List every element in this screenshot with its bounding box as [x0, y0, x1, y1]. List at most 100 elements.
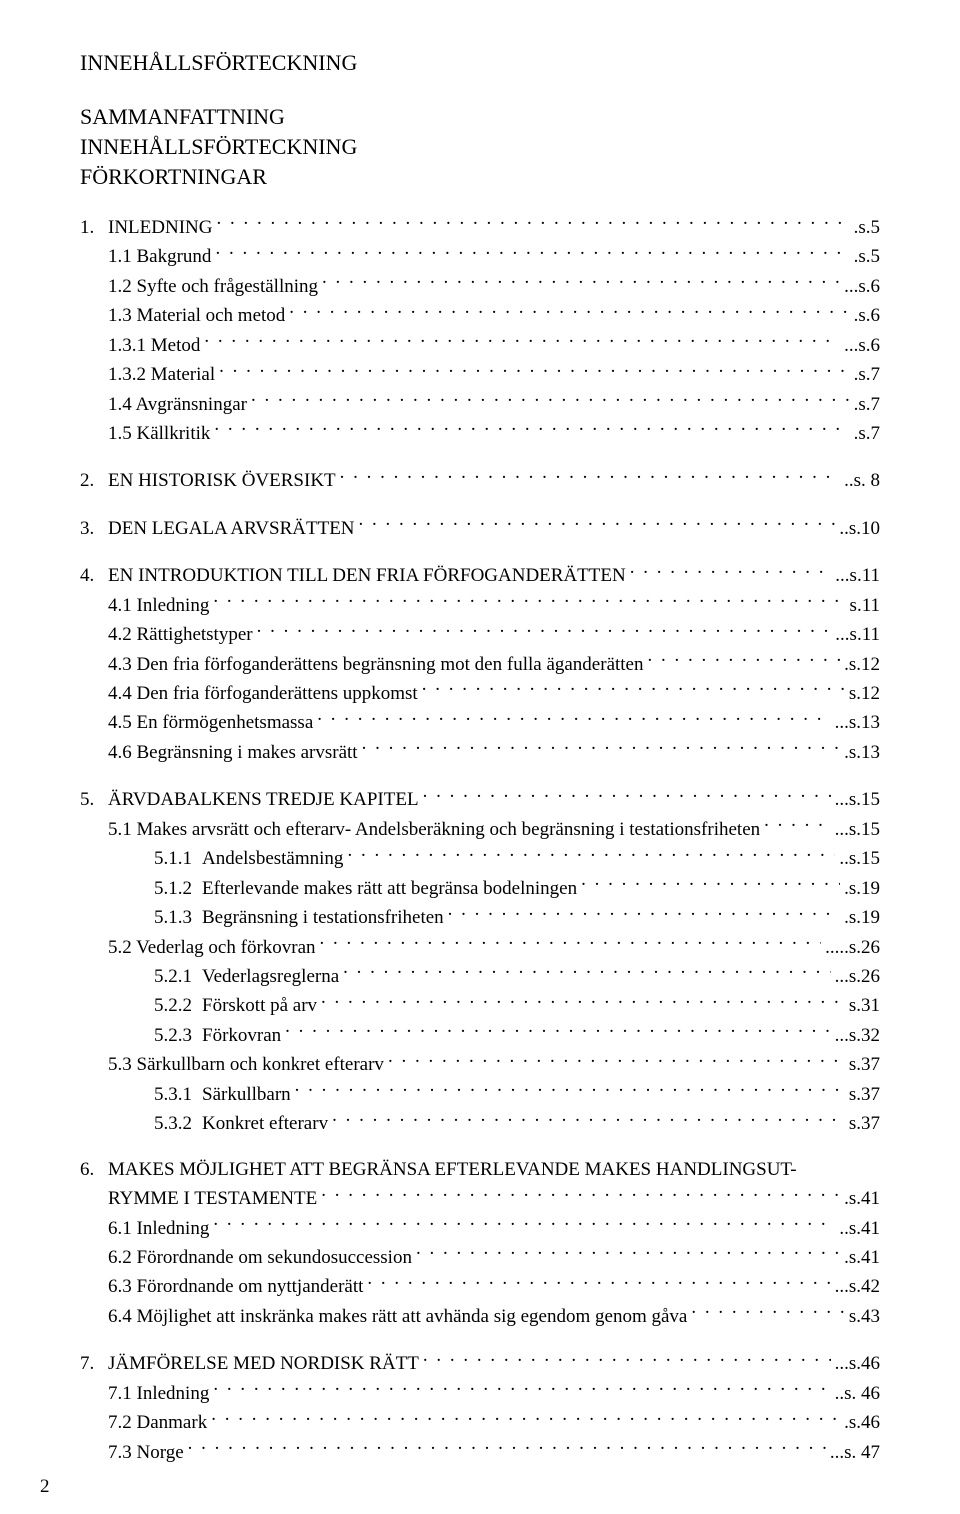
toc-entry-label: 1.2 Syfte och frågeställning: [108, 273, 318, 301]
toc-dot-leader: [648, 649, 841, 670]
toc-entry: 1.2 Syfte och frågeställning...s.6: [80, 271, 880, 300]
toc-dot-leader: [216, 212, 849, 233]
toc-entry-text: 1.1 Bakgrund: [108, 246, 211, 267]
document-page: INNEHÅLLSFÖRTECKNING SAMMANFATTNING INNE…: [0, 0, 960, 1514]
toc-dot-leader: [416, 1242, 840, 1263]
toc-entry-page: ...s.6: [844, 332, 880, 360]
toc-entry: 4.1 Inlednings.11: [80, 590, 880, 619]
toc-dot-leader: [285, 1020, 830, 1041]
toc-entry-page: .s.12: [844, 651, 880, 679]
prelim-item: FÖRKORTNINGAR: [80, 164, 880, 190]
toc-entry-text: JÄMFÖRELSE MED NORDISK RÄTT: [108, 1353, 419, 1374]
toc-entry-text: Konkret efterarv: [202, 1113, 328, 1134]
toc-entry-text: EN INTRODUKTION TILL DEN FRIA FÖRFOGANDE…: [108, 565, 626, 586]
toc-entry-page: .s.13: [844, 739, 880, 767]
toc-entry-text: 5.1 Makes arvsrätt och efterarv- Andelsb…: [108, 819, 760, 840]
toc-entry: 7.2 Danmark.s.46: [80, 1407, 880, 1436]
toc-entry-label: 3.DEN LEGALA ARVSRÄTTEN: [80, 515, 355, 543]
toc-entry: 5.1.3Begränsning i testationsfriheten.s.…: [80, 902, 880, 931]
toc-entry-text: 6.4 Möjlighet att inskränka makes rätt a…: [108, 1306, 687, 1327]
toc-entry-label: 1.3.1 Metod: [108, 332, 200, 360]
toc-entry-label: 1.3 Material och metod: [108, 302, 285, 330]
toc-dot-leader: [320, 932, 822, 953]
toc-entry-label: 5.2.2Förskott på arv: [154, 992, 317, 1020]
toc-entry: 5.1.2Efterlevande makes rätt att begräns…: [80, 873, 880, 902]
toc-entry-label: 4.4 Den fria förfoganderättens uppkomst: [108, 680, 418, 708]
toc-entry-page: ...s.46: [835, 1350, 880, 1378]
toc-entry: 1.4 Avgränsningar.s.7: [80, 389, 880, 418]
toc-entry-label: 5.1.1Andelsbestämning: [154, 845, 343, 873]
toc-entry-page: ..s.41: [839, 1215, 880, 1243]
toc-entry-page: .s.41: [844, 1185, 880, 1213]
toc-entry: 1.3.2 Material .s.7: [80, 359, 880, 388]
toc-dot-leader: [211, 1407, 840, 1428]
toc-entry-text: Begränsning i testationsfriheten: [202, 907, 444, 928]
toc-entry-text: 7.3 Norge: [108, 1442, 184, 1463]
toc-entry-text: Förskott på arv: [202, 995, 317, 1016]
toc-entry: 5.1.1Andelsbestämning..s.15: [80, 843, 880, 872]
toc-dot-leader: [213, 1378, 830, 1399]
toc-dot-leader: [388, 1049, 845, 1070]
toc-entry-text: 6.2 Förordnande om sekundosuccession: [108, 1247, 412, 1268]
toc-dot-leader: [251, 389, 850, 410]
toc-entry-label: 5.1 Makes arvsrätt och efterarv- Andelsb…: [108, 816, 760, 844]
toc-entry-page: s.31: [849, 992, 880, 1020]
toc-entry-page: s.37: [849, 1110, 880, 1138]
toc-entry-page: ...s.26: [835, 963, 880, 991]
toc-entry: 6.4 Möjlighet att inskränka makes rätt a…: [80, 1301, 880, 1330]
toc-entry-label: 4.2 Rättighetstyper: [108, 621, 253, 649]
toc-entry-text: 4.4 Den fria förfoganderättens uppkomst: [108, 683, 418, 704]
toc-entry-label: 4.EN INTRODUKTION TILL DEN FRIA FÖRFOGAN…: [80, 562, 626, 590]
prelim-item: SAMMANFATTNING: [80, 104, 880, 130]
toc-entry-page: ...s.11: [835, 562, 880, 590]
toc-dot-leader: [214, 418, 849, 439]
toc-entry-text: 1.5 Källkritik: [108, 423, 210, 444]
toc-entry-page: .s.7: [854, 361, 880, 389]
toc-entry: 5.2 Vederlag och förkovran.....s.26: [80, 932, 880, 961]
toc-dot-leader: [347, 843, 835, 864]
toc-dot-leader: [204, 330, 840, 351]
toc-entry: 4.2 Rättighetstyper ...s.11: [80, 619, 880, 648]
toc-section-heading: 4.EN INTRODUKTION TILL DEN FRIA FÖRFOGAN…: [80, 560, 880, 589]
toc-entry-page: .s.19: [844, 875, 880, 903]
main-title: INNEHÅLLSFÖRTECKNING: [80, 50, 880, 76]
toc-entry-text: DEN LEGALA ARVSRÄTTEN: [108, 518, 355, 539]
toc-dot-leader: [581, 873, 840, 894]
toc-entry-text: 1.4 Avgränsningar: [108, 394, 247, 415]
section-gap: [80, 1466, 880, 1484]
toc-section-heading: 7.JÄMFÖRELSE MED NORDISK RÄTT ...s.46: [80, 1348, 880, 1377]
toc-entry-label: 7.JÄMFÖRELSE MED NORDISK RÄTT: [80, 1350, 419, 1378]
toc-entry-label: 5.2.1Vederlagsreglerna: [154, 963, 339, 991]
toc-entry-label: 5.ÄRVDABALKENS TREDJE KAPITEL: [80, 786, 419, 814]
toc-dot-leader: [188, 1437, 826, 1458]
toc-dot-leader: [257, 619, 832, 640]
toc-entry-page: ...s. 47: [830, 1439, 880, 1467]
toc-entry-label: 5.2.3Förkovran: [154, 1022, 281, 1050]
toc-entry-text: Särkullbarn: [202, 1084, 291, 1105]
toc-dot-leader: [317, 708, 830, 729]
section-gap: [80, 1330, 880, 1348]
toc-entry-page: s.12: [849, 680, 880, 708]
toc-entry-text: 1.3.2 Material: [108, 364, 215, 385]
toc-entry-text: 4.2 Rättighetstyper: [108, 624, 253, 645]
toc-dot-leader: [340, 466, 840, 487]
toc-entry-page: .s.5: [854, 214, 880, 242]
toc-entry: 7.3 Norge ...s. 47: [80, 1437, 880, 1466]
toc-entry-text: 4.5 En förmögenhetsmassa: [108, 712, 313, 733]
toc-entry-subnumber: 5.3.1: [154, 1081, 202, 1109]
toc-dot-leader: [219, 359, 849, 380]
toc-dot-leader: [322, 271, 840, 292]
toc-entry-text: Vederlagsreglerna: [202, 966, 339, 987]
toc-entry-label: RYMME I TESTAMENTE: [108, 1185, 317, 1213]
toc-entry-label: 5.3.2Konkret efterarv: [154, 1110, 328, 1138]
toc-dot-leader: [213, 1213, 835, 1234]
toc-entry: 1.3.1 Metod ...s.6: [80, 330, 880, 359]
toc-entry-text: Efterlevande makes rätt att begränsa bod…: [202, 878, 577, 899]
toc-entry-label: 5.3 Särkullbarn och konkret efterarv: [108, 1051, 384, 1079]
toc-entry-page: ...s.11: [835, 621, 880, 649]
toc-dot-leader: [764, 814, 830, 835]
toc-dot-leader: [423, 1348, 831, 1369]
toc-entry-text: INLEDNING: [108, 217, 212, 238]
toc-entry-label: 1.1 Bakgrund: [108, 243, 211, 271]
toc-entry: 5.3.1Särkullbarns.37: [80, 1079, 880, 1108]
